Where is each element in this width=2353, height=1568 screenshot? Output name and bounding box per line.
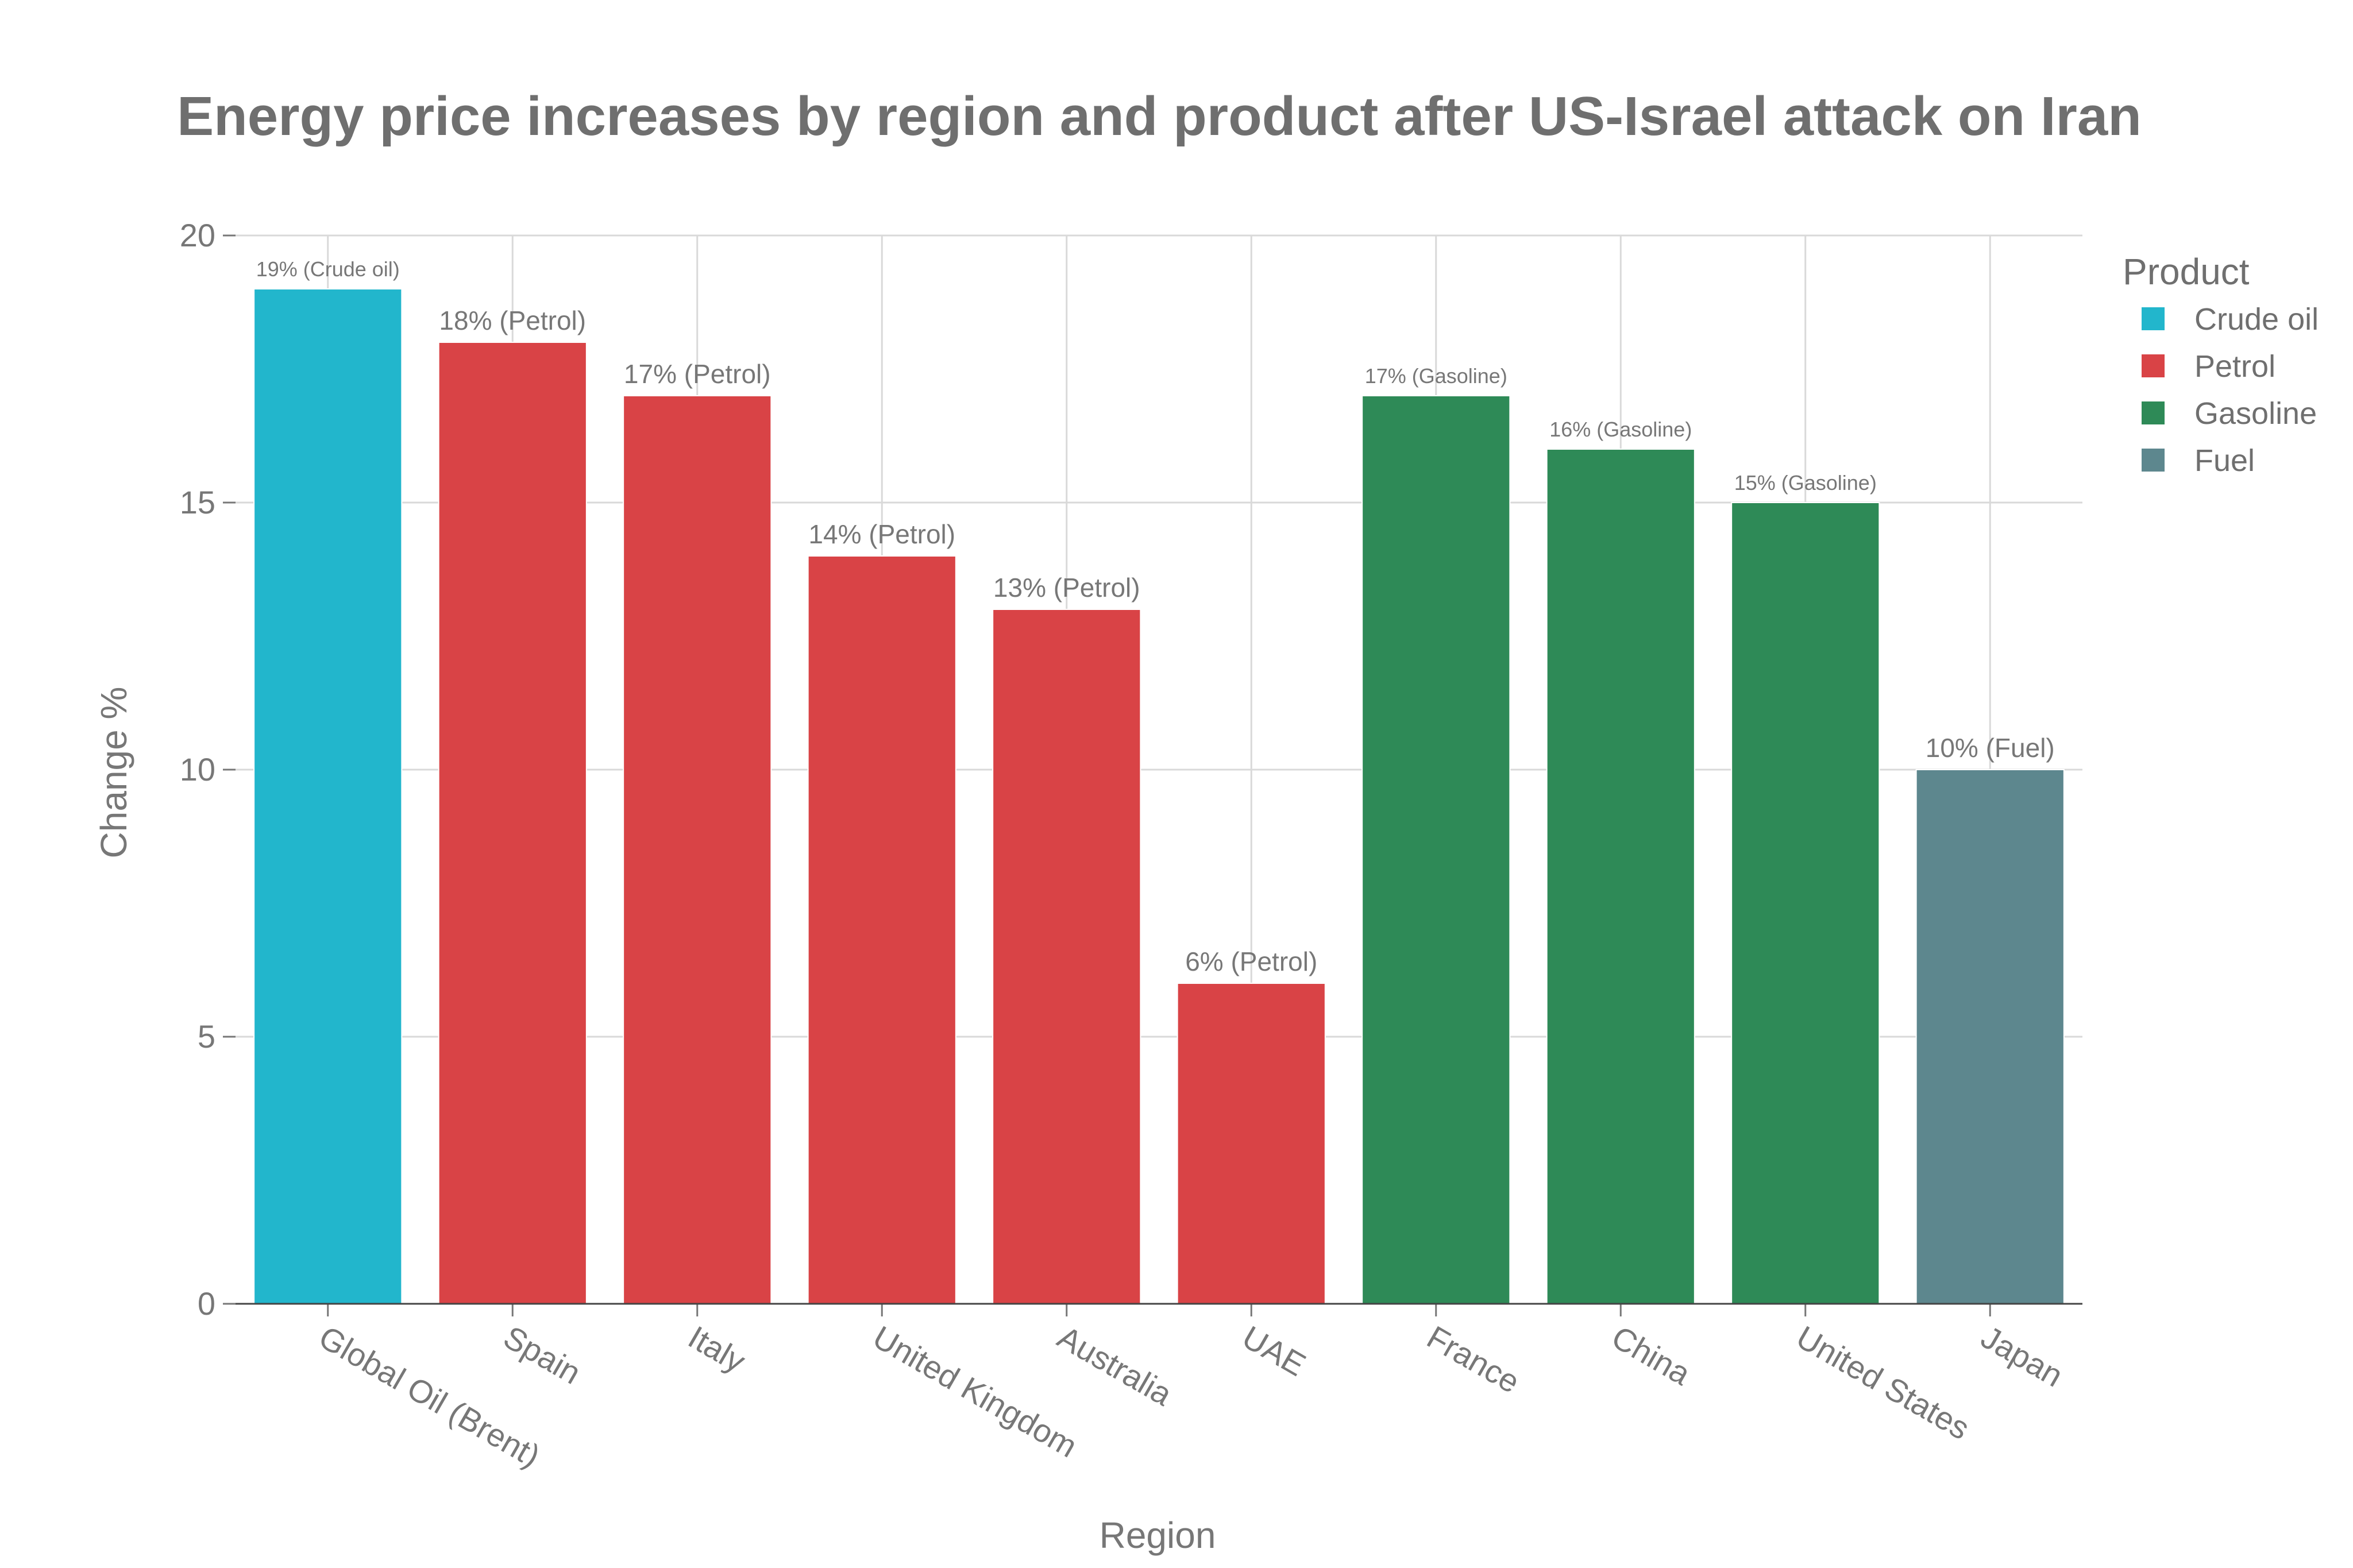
legend-entry-label[interactable]: Crude oil <box>2194 302 2319 337</box>
legend-swatch[interactable] <box>2142 449 2165 472</box>
bar-value-label: 6% (Petrol) <box>1185 947 1317 976</box>
legend-entry-label[interactable]: Fuel <box>2194 443 2255 478</box>
chart-title: Energy price increases by region and pro… <box>177 86 2142 147</box>
bar[interactable] <box>1915 769 2065 1304</box>
legend-swatch[interactable] <box>2142 401 2165 424</box>
y-tick-label: 20 <box>180 217 215 253</box>
legend-swatch[interactable] <box>2142 354 2165 377</box>
bar[interactable] <box>807 555 956 1304</box>
bar-value-label: 16% (Gasoline) <box>1549 418 1692 441</box>
legend-swatch[interactable] <box>2142 307 2165 330</box>
x-tick-label: United States <box>1791 1319 1976 1447</box>
bar-value-label: 18% (Petrol) <box>439 306 586 335</box>
bar[interactable] <box>1176 983 1326 1304</box>
bar-value-label: 10% (Fuel) <box>1926 733 2055 763</box>
y-tick-label: 10 <box>180 751 215 787</box>
x-tick-label: UAE <box>1236 1319 1311 1383</box>
legend-title: Product <box>2123 251 2250 292</box>
x-tick-label: Spain <box>497 1319 587 1391</box>
y-tick-label: 5 <box>198 1018 215 1055</box>
x-tick-label: France <box>1421 1319 1526 1400</box>
bar[interactable] <box>1546 449 1695 1304</box>
x-tick-label: Japan <box>1975 1319 2069 1394</box>
y-axis-label: Change % <box>93 687 134 859</box>
bar[interactable] <box>253 288 403 1304</box>
legend: Product Crude oil Petrol Gasoline Fuel <box>2123 251 2319 478</box>
x-tick-label: China <box>1606 1319 1697 1392</box>
x-axis-label: Region <box>1100 1515 1216 1556</box>
bar-value-label: 17% (Gasoline) <box>1365 364 1507 388</box>
bar[interactable] <box>623 395 772 1304</box>
bar-layer <box>253 288 2065 1304</box>
bar-value-label: 14% (Petrol) <box>808 519 955 549</box>
legend-entry-label[interactable]: Petrol <box>2194 349 2275 384</box>
bar[interactable] <box>1361 395 1511 1304</box>
y-tick-label: 0 <box>198 1285 215 1322</box>
bar-label-layer: 19% (Crude oil) 18% (Petrol) 17% (Petrol) 1… <box>256 257 2055 976</box>
legend-entry-label[interactable]: Gasoline <box>2194 396 2317 431</box>
bar[interactable] <box>992 609 1141 1304</box>
bar[interactable] <box>1731 502 1880 1304</box>
x-tick-label: Australia <box>1052 1319 1179 1413</box>
x-tick-label: United Kingdom <box>867 1319 1083 1465</box>
bar[interactable] <box>438 342 587 1304</box>
bar-value-label: 13% (Petrol) <box>993 573 1140 603</box>
y-tick-label: 15 <box>180 484 215 520</box>
bar-value-label: 19% (Crude oil) <box>256 257 400 281</box>
bar-value-label: 17% (Petrol) <box>624 359 771 389</box>
bar-value-label: 15% (Gasoline) <box>1734 471 1877 495</box>
x-tick-label: Italy <box>682 1319 751 1380</box>
